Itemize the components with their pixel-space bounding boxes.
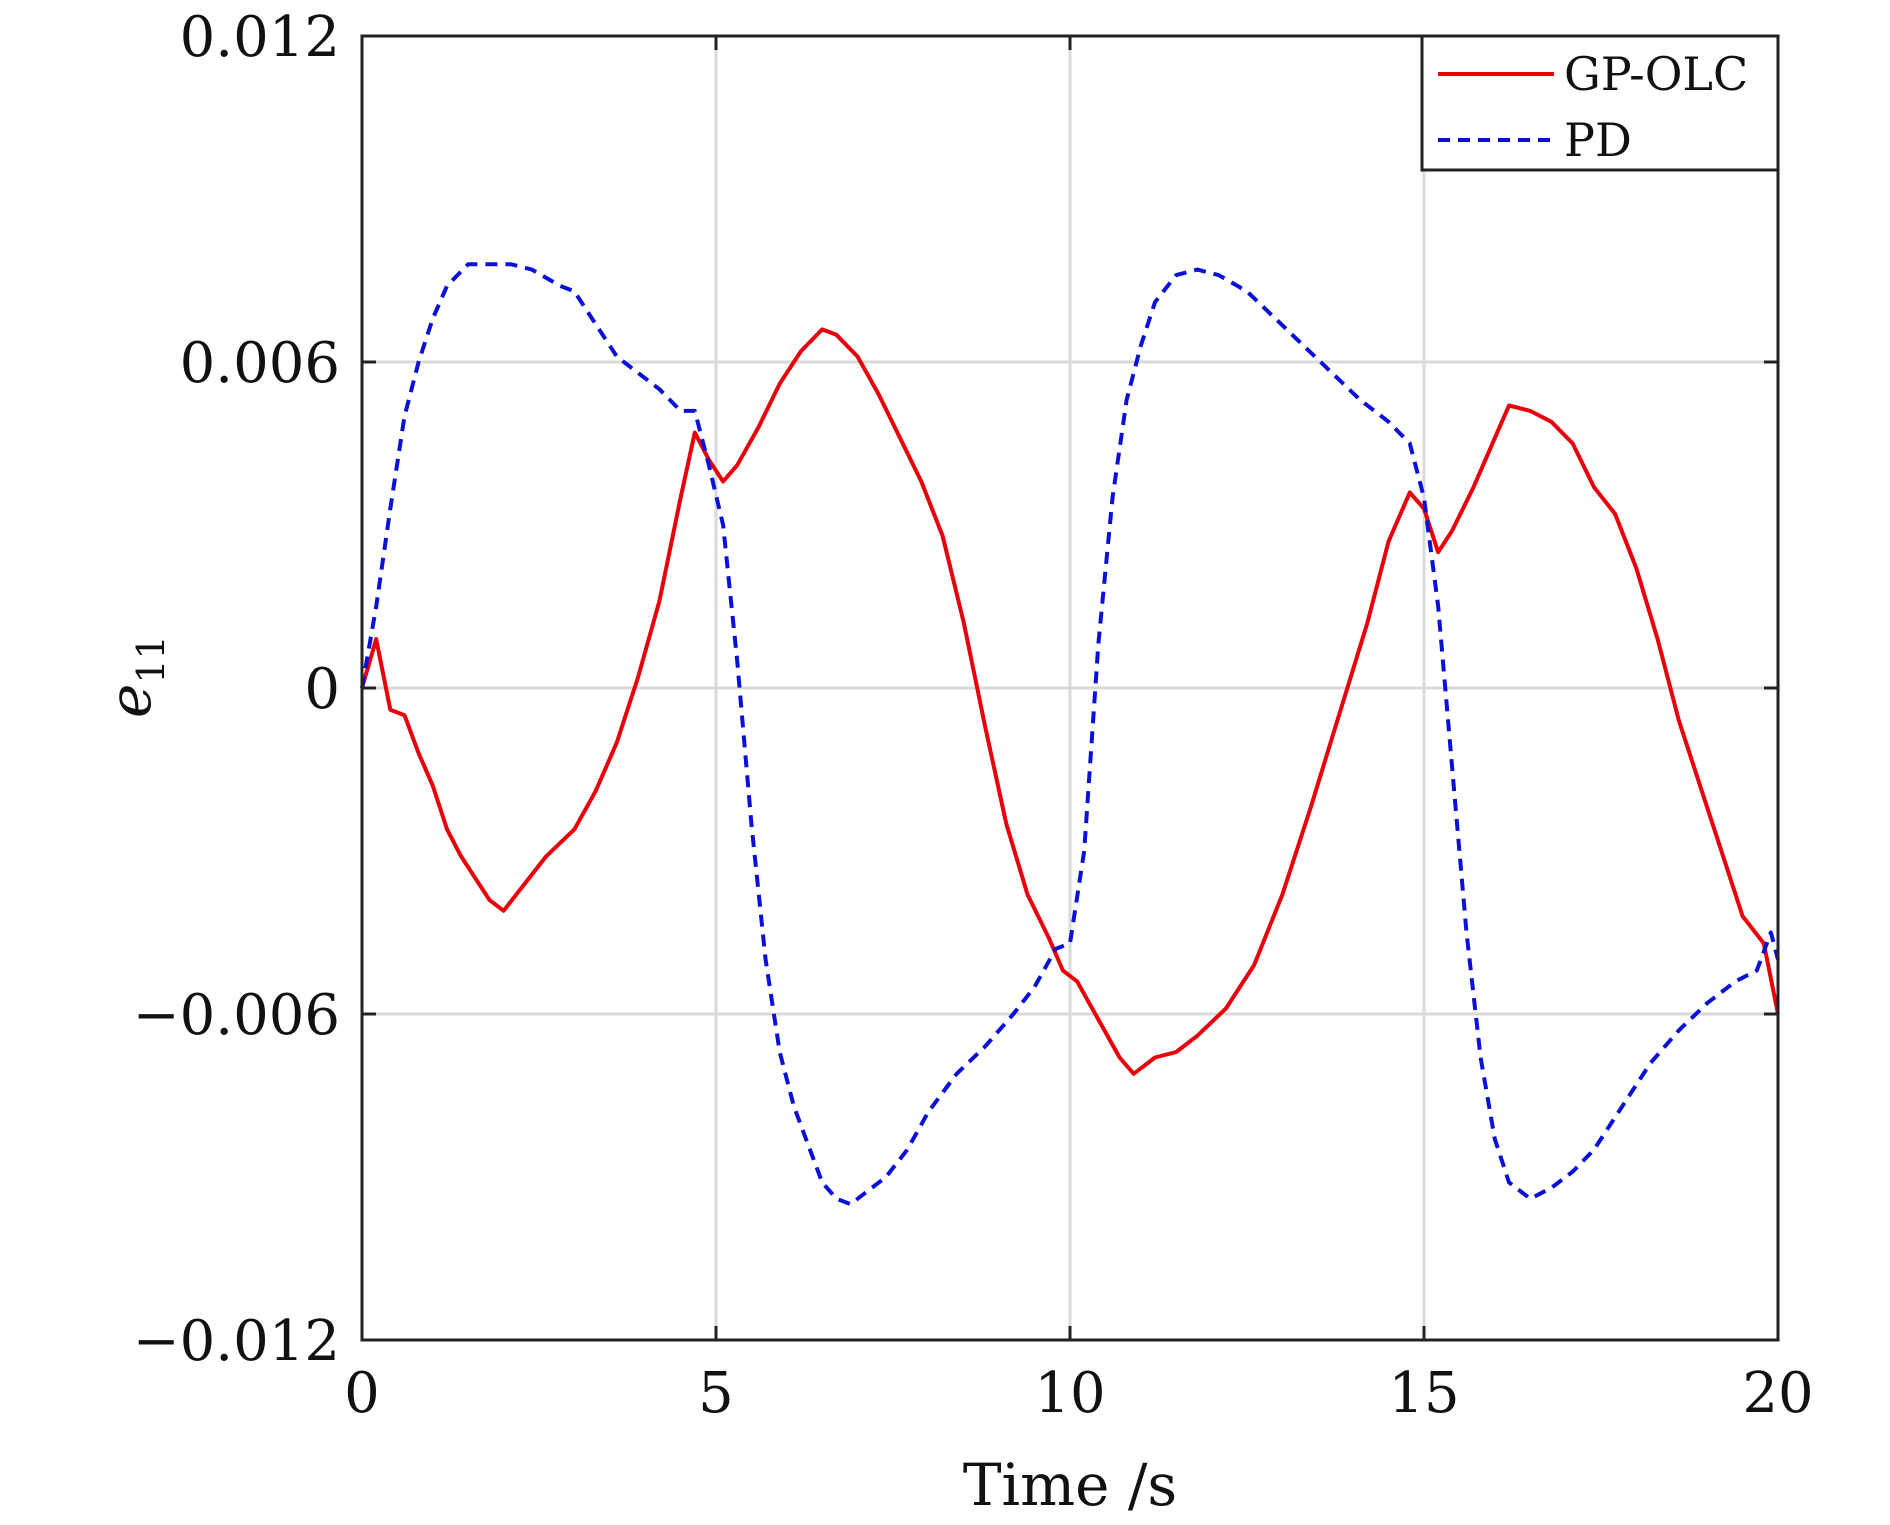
series-line-gp-olc [360,327,1780,1076]
y-tick-label: −0.012 [133,1309,340,1374]
y-tick-label: 0.012 [180,5,340,70]
x-tick-label: 20 [1742,1361,1813,1426]
series-line-pd [360,262,1780,1207]
y-axis-label-subscript: 11 [129,635,173,683]
x-tick-label: 0 [344,1361,380,1426]
y-tick-label: −0.006 [133,983,340,1048]
y-axis-label: e11 [96,635,173,718]
y-axis-label-main: e [96,684,164,718]
legend-label-pd: PD [1564,113,1632,167]
x-tick-label: 5 [698,1361,734,1426]
y-tick-label: 0 [304,657,340,722]
y-tick-label: 0.006 [180,331,340,396]
x-tick-label: 15 [1388,1361,1459,1426]
x-tick-label: 10 [1034,1361,1105,1426]
tick-labels: 0 5 10 15 20 −0.012 −0.006 0 0.006 0.012 [133,5,1814,1426]
svg-text:e11: e11 [96,635,173,718]
series-layer [360,262,1780,1207]
legend: GP-OLC PD [1420,34,1780,172]
legend-label-gp-olc: GP-OLC [1564,47,1748,101]
grid-lines [362,36,1778,1340]
legend-box [1420,34,1780,172]
x-axis-label: Time /s [963,1451,1177,1519]
axis-ticks [360,34,1780,1342]
